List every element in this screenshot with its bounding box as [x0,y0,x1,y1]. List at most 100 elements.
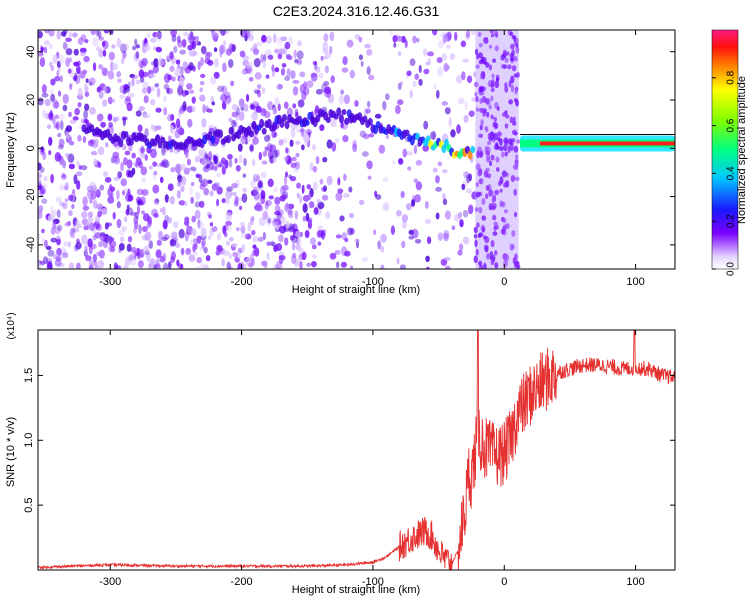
spectrogram-noise-cell [444,210,451,220]
occultation-gap-cell [487,140,491,146]
spectrogram-noise-cell [289,175,297,182]
spectrogram-noise-cell [90,243,97,250]
spectrogram-noise-cell [310,72,318,82]
spectrogram-noise-cell [108,122,114,128]
spectrogram-noise-cell [48,136,53,147]
spectrogram-noise-cell [141,87,148,94]
spectrogram-noise-cell [344,237,349,243]
spectrogram-noise-cell [166,55,171,63]
spectrogram-x-tick-label: 0 [501,276,507,288]
spectrogram-noise-cell [412,81,418,88]
spectrogram-noise-cell [187,105,194,113]
spectrogram-noise-cell [84,39,89,44]
spectrogram-noise-cell [143,113,151,119]
spectrogram-noise-cell [127,235,133,243]
spectrogram-noise-cell [114,264,119,269]
spectrogram-noise-cell [221,258,225,267]
spectrogram-noise-cell [166,216,173,224]
spectrogram-noise-cell [117,229,125,236]
spectrogram-noise-cell [74,107,80,116]
spectrogram-noise-cell [243,157,247,167]
spectrogram-noise-cell [412,35,417,44]
spectrogram-noise-cell [75,171,83,177]
spectrogram-noise-cell [155,46,163,53]
spectrogram-noise-cell [408,235,414,240]
spectrogram-noise-cell [114,156,120,165]
spectrogram-noise-cell [447,31,452,41]
spectrogram-noise-cell [413,178,419,184]
spectrogram-noise-cell [101,40,106,47]
spectrogram-noise-cell [239,50,246,58]
spectrogram-noise-cell [248,76,254,82]
spectrogram-noise-cell [86,185,94,193]
spectrogram-tone-cell [336,107,342,116]
spectrogram-noise-cell [117,171,123,179]
spectrogram-noise-cell [378,144,386,154]
spectrogram-noise-cell [310,260,317,268]
spectrogram-noise-cell [39,187,45,198]
spectrogram-noise-cell [422,48,428,57]
spectrogram-noise-cell [262,210,269,220]
spectrogram-noise-cell [347,227,353,236]
spectrogram-noise-cell [127,170,134,178]
spectrogram-noise-cell [130,211,137,216]
spectrogram-tone-cell [157,140,163,149]
occultation-gap-cell [481,215,487,221]
spectrogram-noise-cell [111,62,119,71]
spectrogram-noise-cell [298,194,303,204]
spectrogram-tone-cell [210,135,216,144]
spectrogram-noise-cell [190,181,195,187]
spectrogram-noise-cell [294,210,299,220]
spectrogram-noise-cell [173,221,179,229]
spectrogram-noise-cell [103,30,110,34]
occultation-gap-cell [502,64,508,70]
spectrogram-noise-cell [72,116,79,121]
spectrogram-noise-cell [436,57,443,64]
spectrogram-noise-cell [47,214,55,222]
spectrogram-noise-cell [150,148,157,159]
occultation-gap-cell [504,123,509,129]
occultation-gap-cell [486,111,490,118]
spectrogram-noise-cell [131,77,135,87]
spectrogram-noise-cell [290,128,296,138]
spectrogram-noise-cell [423,68,430,75]
spectrogram-noise-cell [348,186,353,193]
spectrogram-noise-cell [159,207,163,213]
spectrogram-noise-cell [456,75,463,84]
spectrogram-noise-cell [330,75,335,84]
spectrogram-noise-cell [186,83,193,90]
spectrogram-noise-cell [277,234,284,243]
spectrogram-noise-cell [151,208,158,217]
spectrogram-noise-cell [136,200,142,206]
spectrogram-noise-cell [260,190,266,200]
spectrogram-noise-cell [349,69,355,79]
spectrogram-noise-cell [44,30,51,34]
spectrogram-noise-cell [62,93,69,104]
spectrogram-noise-cell [254,71,262,80]
spectrogram-noise-cell [441,101,449,106]
spectrogram-noise-cell [435,175,440,184]
spectrogram-noise-cell [107,96,113,105]
spectrogram-noise-cell [96,203,104,210]
spectrogram-noise-cell [38,30,44,39]
occultation-gap-cell [485,193,489,200]
spectrogram-noise-cell [50,93,56,102]
snr-x-tick-label: 0 [501,576,507,588]
spectrogram-noise-cell [334,137,340,144]
spectrogram-noise-cell [163,160,170,169]
spectrogram-noise-cell [222,62,227,73]
occultation-gap-cell [494,45,499,52]
spectrogram-noise-cell [211,101,216,106]
occultation-gap-cell [473,255,478,264]
spectrogram-noise-cell [354,238,360,244]
spectrogram-noise-cell [196,256,202,264]
spectrogram-noise-cell [225,240,231,246]
spectrogram-noise-cell [116,37,122,48]
spectrogram-noise-cell [277,53,283,60]
spectrogram-noise-cell [468,204,474,215]
spectrogram-noise-cell [260,171,267,179]
spectrogram-noise-cell [426,236,432,245]
spectrogram-tone-cell [218,129,224,139]
occultation-gap-cell [479,98,483,104]
spectrogram-noise-cell [77,37,84,46]
